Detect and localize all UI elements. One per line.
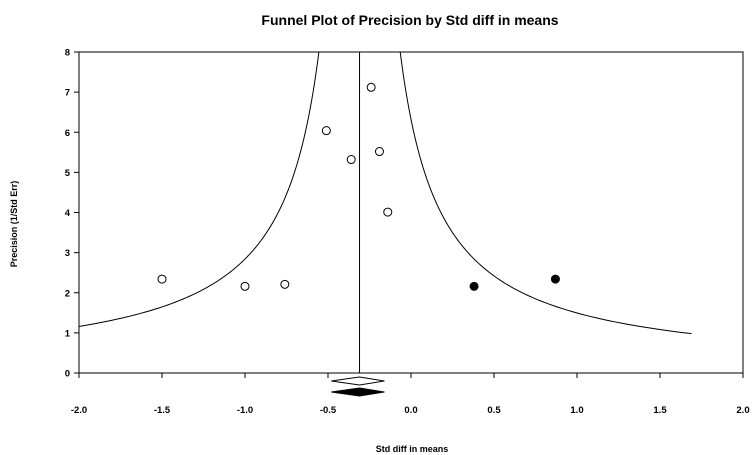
imputed-study-point (469, 281, 479, 291)
y-tick-label: 1 (65, 328, 71, 339)
x-tick-label: -0.5 (320, 405, 337, 416)
observed-study-point (280, 279, 290, 289)
observed-study-point (366, 82, 376, 92)
x-tick-label: 2.0 (736, 405, 749, 416)
chart-title: Funnel Plot of Precision by Std diff in … (261, 12, 558, 28)
x-tick-label: 0.0 (404, 405, 417, 416)
observed-study-point (240, 281, 250, 291)
y-tick-label: 5 (65, 168, 71, 179)
observed-study-point (383, 207, 393, 217)
imputed-study-point (550, 274, 560, 284)
observed-study-point (157, 274, 167, 284)
y-tick-label: 0 (65, 369, 70, 380)
y-tick-label: 4 (65, 208, 71, 219)
x-tick-label: -2.0 (71, 405, 87, 416)
adjusted-summary-diamond (331, 387, 385, 397)
plot-frame (78, 51, 744, 374)
y-tick-label: 3 (65, 248, 70, 259)
x-axis-label: Std diff in means (376, 444, 449, 454)
y-tick-label: 2 (65, 288, 70, 299)
x-tick-label: -1.5 (154, 405, 171, 416)
x-tick-label: 1.0 (570, 405, 583, 416)
x-tick-label: 1.5 (653, 405, 667, 416)
observed-study-point (374, 147, 384, 157)
plot-area: 0 1 2 3 4 5 6 7 8 -2.0 -1.5 -1.0 -0.5 0.0 0.5 1.0 1.5 2.0 (65, 48, 750, 417)
x-tick-label: 0.5 (487, 405, 501, 416)
y-axis-label: Precision (1/Std Err) (9, 181, 19, 268)
funnel-curve-right (399, 52, 692, 335)
observed-study-point (321, 126, 331, 136)
y-tick-label: 6 (65, 128, 70, 139)
observed-summary-diamond (331, 376, 385, 386)
y-tick-label: 8 (65, 48, 70, 59)
y-tick-label: 7 (65, 88, 70, 99)
observed-study-point (346, 155, 356, 165)
funnel-curve-left (79, 52, 320, 327)
x-tick-label: -1.0 (237, 405, 253, 416)
